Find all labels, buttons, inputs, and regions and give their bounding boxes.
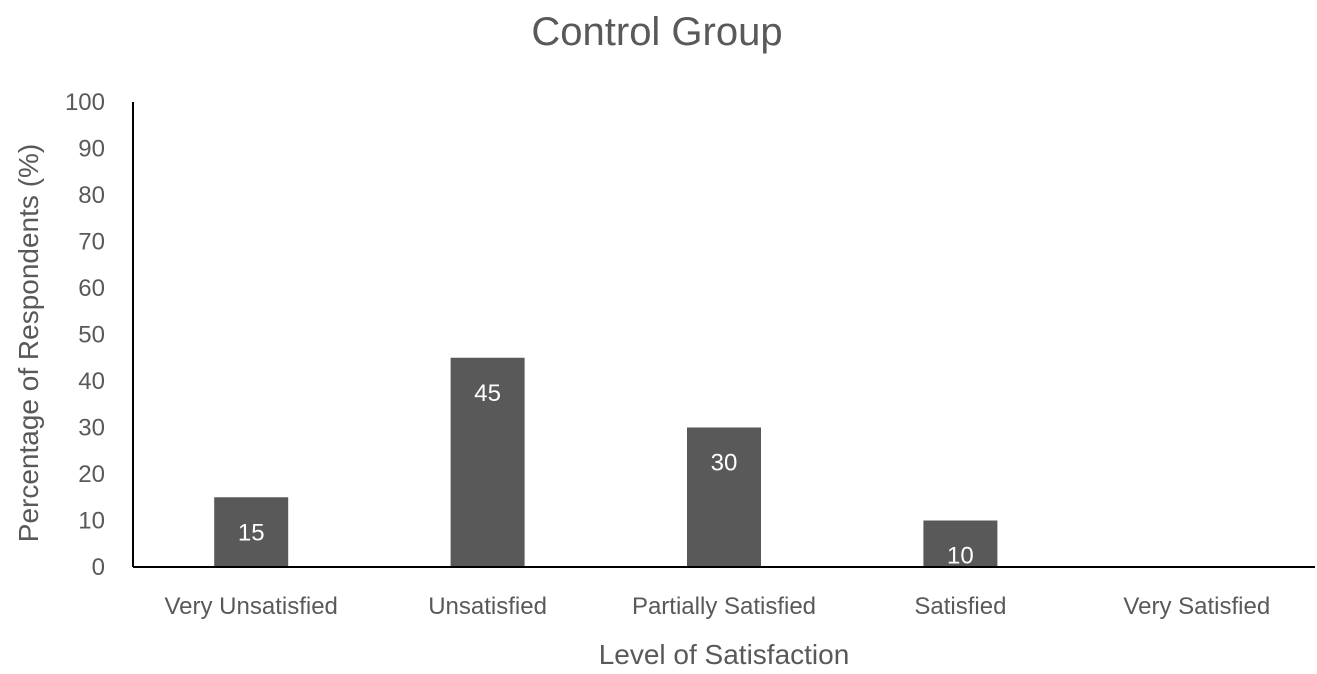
x-axis-labels: Very Unsatisfied Unsatisfied Partially Sat… xyxy=(164,593,1270,620)
x-category-label: Unsatisfied xyxy=(428,593,547,620)
x-axis-title: Level of Satisfaction xyxy=(599,639,850,670)
y-tick-label: 0 xyxy=(92,554,105,581)
y-tick-label: 70 xyxy=(78,229,105,256)
x-category-label: Very Unsatisfied xyxy=(164,593,337,620)
y-tick-label: 50 xyxy=(78,322,105,349)
bar xyxy=(450,357,525,567)
x-category-label: Partially Satisfied xyxy=(632,593,816,620)
y-tick-label: 80 xyxy=(78,182,105,209)
bar-data-label: 15 xyxy=(238,519,265,546)
bar-data-label: 30 xyxy=(711,450,738,477)
y-axis-ticks: 0 10 20 30 40 50 60 70 80 90 100 xyxy=(65,89,105,581)
bar xyxy=(923,520,998,567)
x-category-label: Satisfied xyxy=(914,593,1006,620)
y-tick-label: 60 xyxy=(78,275,105,302)
bar-data-label: 45 xyxy=(474,380,501,407)
y-tick-label: 100 xyxy=(65,89,105,116)
bar-series: 15 45 30 10 xyxy=(214,357,998,570)
y-tick-label: 40 xyxy=(78,368,105,395)
chart-title: Control Group xyxy=(531,10,782,54)
y-tick-label: 30 xyxy=(78,415,105,442)
y-axis-title: Percentage of Respondents (%) xyxy=(13,144,44,542)
bar-data-label: 10 xyxy=(947,543,974,570)
bar xyxy=(214,497,289,567)
y-tick-label: 10 xyxy=(78,508,105,535)
y-tick-label: 20 xyxy=(78,461,105,488)
bar xyxy=(687,427,761,567)
x-category-label: Very Satisfied xyxy=(1123,593,1270,620)
y-tick-label: 90 xyxy=(78,136,105,163)
